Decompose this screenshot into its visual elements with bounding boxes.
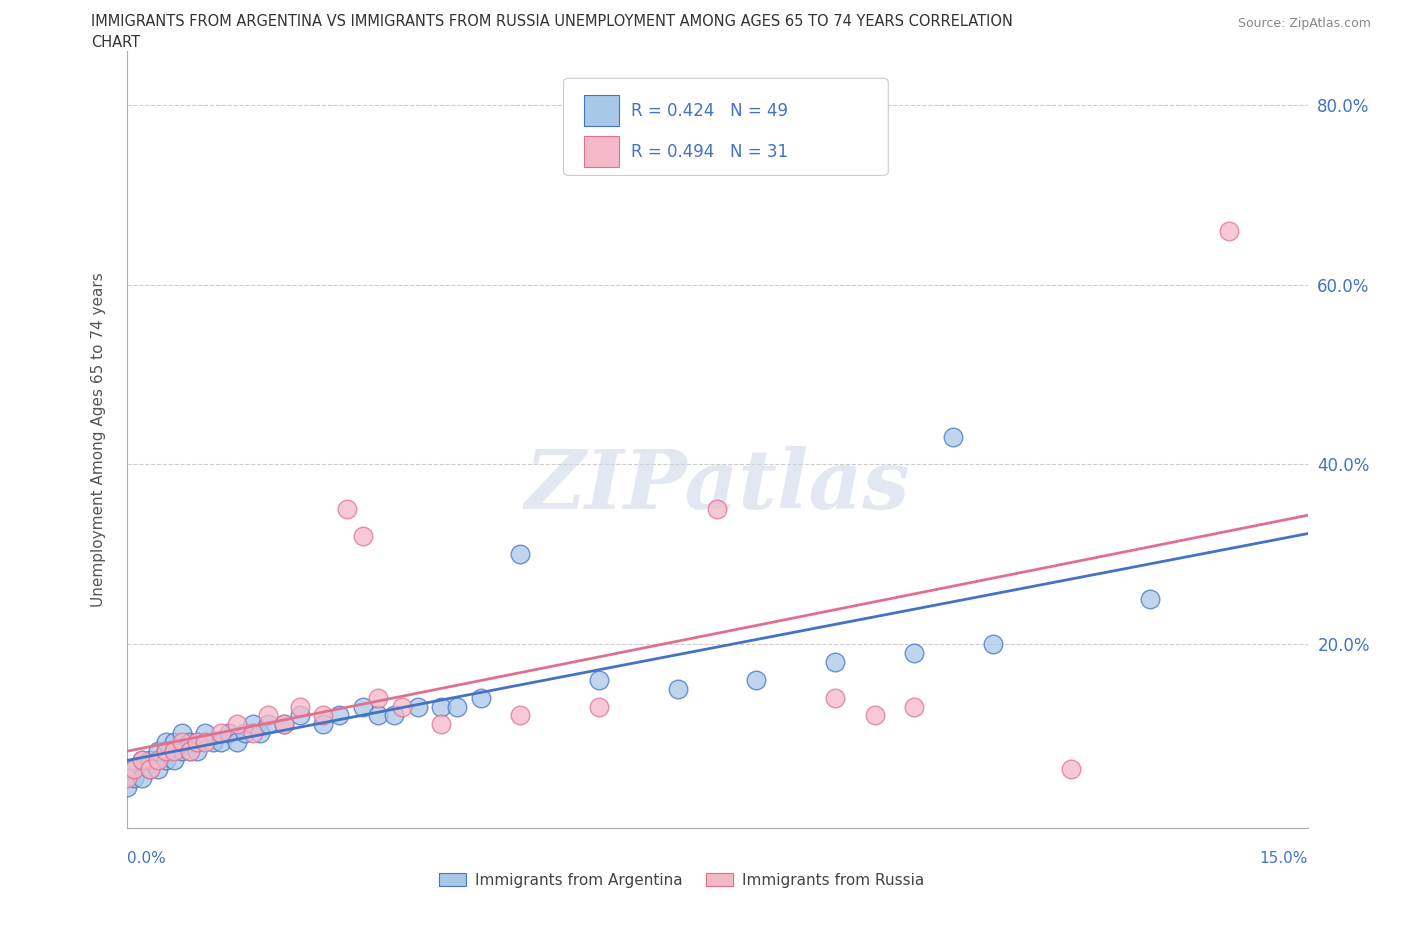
Text: Source: ZipAtlas.com: Source: ZipAtlas.com [1237, 17, 1371, 30]
Point [163, 744, 186, 759]
Point [824, 690, 846, 705]
Point [903, 645, 925, 660]
Point [139, 762, 162, 777]
FancyBboxPatch shape [583, 137, 619, 167]
Point [312, 708, 335, 723]
Point [242, 717, 264, 732]
Point [163, 753, 186, 768]
Text: 0.0%: 0.0% [127, 851, 166, 866]
Point [209, 726, 232, 741]
Point [288, 699, 311, 714]
Point [202, 735, 225, 750]
Point [588, 699, 610, 714]
FancyBboxPatch shape [583, 95, 619, 126]
Point [367, 690, 389, 705]
Y-axis label: Unemployment Among Ages 65 to 74 years: Unemployment Among Ages 65 to 74 years [91, 272, 105, 606]
Point [942, 430, 965, 445]
Point [382, 708, 405, 723]
Point [131, 771, 153, 786]
Point [470, 690, 492, 705]
Point [155, 744, 177, 759]
Point [225, 735, 247, 750]
Point [391, 699, 413, 714]
Point [446, 699, 468, 714]
Point [352, 528, 374, 543]
Point [186, 735, 208, 750]
Text: IMMIGRANTS FROM ARGENTINA VS IMMIGRANTS FROM RUSSIA UNEMPLOYMENT AMONG AGES 65 T: IMMIGRANTS FROM ARGENTINA VS IMMIGRANTS … [91, 14, 1014, 29]
Point [218, 726, 240, 741]
Point [367, 708, 389, 723]
Point [233, 726, 256, 741]
Point [336, 501, 359, 516]
Point [225, 717, 247, 732]
Point [1139, 591, 1161, 606]
Text: ZIPatlas: ZIPatlas [524, 446, 910, 526]
Point [903, 699, 925, 714]
Point [194, 735, 217, 750]
Point [863, 708, 886, 723]
Point [257, 717, 280, 732]
Point [124, 771, 146, 786]
Point [257, 708, 280, 723]
Point [328, 708, 350, 723]
Point [115, 771, 138, 786]
Point [179, 735, 201, 750]
Point [124, 762, 146, 777]
Text: CHART: CHART [91, 35, 141, 50]
Point [163, 735, 186, 750]
Point [131, 753, 153, 768]
Point [288, 708, 311, 723]
Point [179, 744, 201, 759]
Point [509, 708, 531, 723]
Point [131, 753, 153, 768]
Point [209, 735, 232, 750]
Point [155, 744, 177, 759]
Point [509, 547, 531, 562]
Point [139, 762, 162, 777]
Legend: Immigrants from Argentina, Immigrants from Russia: Immigrants from Argentina, Immigrants fr… [433, 867, 931, 894]
Point [170, 744, 193, 759]
Point [170, 735, 193, 750]
Point [249, 726, 271, 741]
Point [273, 717, 295, 732]
Point [824, 654, 846, 669]
Point [146, 753, 169, 768]
Point [139, 753, 162, 768]
Point [242, 726, 264, 741]
Point [186, 744, 208, 759]
Point [194, 726, 217, 741]
Point [666, 681, 689, 696]
Point [273, 717, 295, 732]
Text: 15.0%: 15.0% [1260, 851, 1308, 866]
Point [745, 672, 768, 687]
Point [1060, 762, 1083, 777]
Point [430, 717, 453, 732]
Point [312, 717, 335, 732]
Point [146, 744, 169, 759]
Point [179, 744, 201, 759]
Point [170, 726, 193, 741]
Text: R = 0.494   N = 31: R = 0.494 N = 31 [631, 143, 787, 161]
Point [186, 735, 208, 750]
Point [406, 699, 429, 714]
Point [1218, 223, 1240, 238]
Point [352, 699, 374, 714]
Text: R = 0.424   N = 49: R = 0.424 N = 49 [631, 101, 787, 120]
Point [430, 699, 453, 714]
Point [588, 672, 610, 687]
FancyBboxPatch shape [564, 78, 889, 176]
Point [706, 501, 728, 516]
Point [981, 636, 1004, 651]
Point [155, 753, 177, 768]
Point [115, 780, 138, 795]
Point [155, 735, 177, 750]
Point [146, 762, 169, 777]
Point [124, 762, 146, 777]
